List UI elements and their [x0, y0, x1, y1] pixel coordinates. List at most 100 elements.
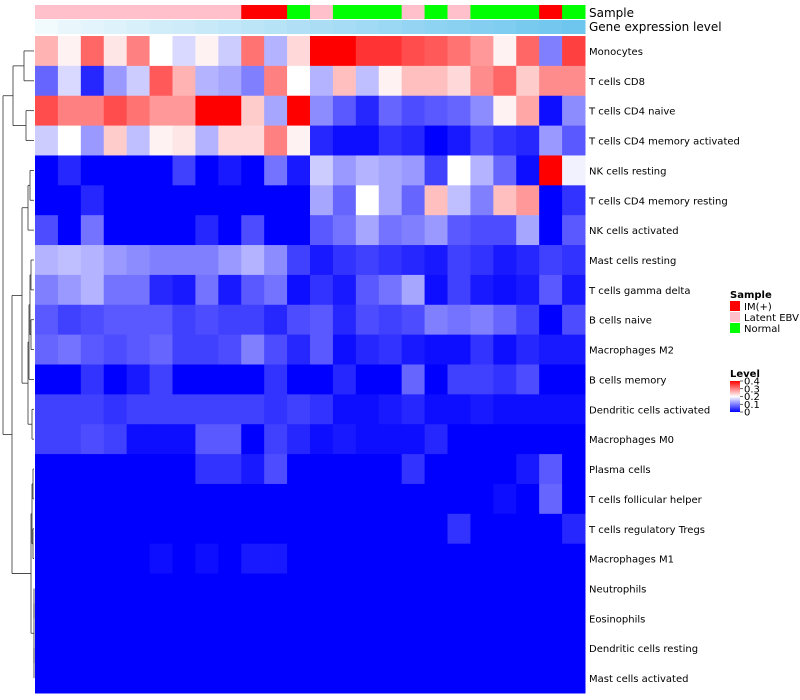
heatmap-cell [516, 603, 540, 634]
heatmap-cell [493, 603, 517, 634]
heatmap-cell [424, 95, 448, 127]
heatmap-cell [172, 364, 196, 395]
heatmap-cell [355, 454, 380, 485]
heatmap-cell [149, 274, 173, 306]
heatmap-cell [493, 364, 517, 395]
heatmap-cell [103, 36, 128, 67]
heatmap-cell [310, 364, 334, 395]
heatmap-cell [355, 394, 380, 425]
heatmap-cell [332, 95, 357, 127]
heatmap-cell [470, 65, 494, 97]
heatmap-cell [539, 155, 563, 186]
heatmap-cell [172, 483, 196, 515]
heatmap-cell [57, 185, 82, 216]
heatmap-cell [470, 364, 494, 395]
heatmap-cell [57, 274, 82, 306]
sample-annotation-cell [447, 5, 471, 19]
heatmap-cell [493, 274, 517, 306]
heatmap-cell [401, 394, 426, 425]
heatmap-cell [355, 424, 380, 455]
heatmap-cell [149, 125, 173, 156]
heatmap-cell [264, 633, 288, 664]
sample-annotation-cell [172, 5, 196, 19]
heatmap-cell [80, 483, 105, 515]
heatmap-cell [493, 663, 517, 694]
heatmap-cell [516, 304, 540, 336]
expression-annotation-cell [241, 20, 265, 34]
heatmap-cell [310, 36, 334, 67]
heatmap-cell [424, 633, 448, 664]
heatmap-cell [493, 36, 517, 67]
heatmap-cell [493, 185, 517, 216]
heatmap-cell [172, 603, 196, 634]
heatmap-cell [287, 304, 311, 336]
heatmap-cell [562, 424, 586, 455]
heatmap-cell [310, 454, 334, 485]
heatmap-cell [378, 424, 403, 455]
heatmap-cell [103, 65, 128, 97]
heatmap-cell [287, 424, 311, 455]
heatmap-cell [401, 543, 426, 575]
heatmap-cell [103, 125, 128, 156]
heatmap-cell [57, 483, 82, 515]
heatmap-cell [195, 454, 219, 485]
expression-annotation-cell [470, 20, 494, 34]
heatmap-cell [126, 304, 151, 336]
heatmap-cell [539, 394, 563, 425]
heatmap-cell [378, 364, 403, 395]
heatmap-cell [57, 513, 82, 545]
heatmap-cell [149, 454, 173, 485]
sample-annotation-cell [562, 5, 586, 19]
heatmap-cell [35, 334, 59, 365]
heatmap-cell [195, 573, 219, 604]
heatmap-cell [401, 274, 426, 306]
heatmap-cell [355, 36, 380, 67]
heatmap-cell [447, 543, 471, 575]
heatmap-cell [35, 215, 59, 246]
heatmap-cell [378, 245, 403, 276]
heatmap-cell [378, 663, 403, 694]
heatmap-cell [287, 454, 311, 485]
heatmap-cell [149, 394, 173, 425]
heatmap-cell [539, 274, 563, 306]
heatmap-cell [149, 155, 173, 186]
heatmap-cell [401, 364, 426, 395]
heatmap-cell [149, 334, 173, 365]
heatmap-cell [218, 245, 242, 276]
heatmap-cell [539, 334, 563, 365]
sample-annotation-cell [470, 5, 494, 19]
heatmap-cell [562, 245, 586, 276]
heatmap-cell [218, 513, 242, 545]
row-label: Mast cells resting [589, 256, 676, 267]
sample-annotation-cell [149, 5, 173, 19]
heatmap-cell [103, 663, 128, 694]
heatmap-cell [149, 245, 173, 276]
legend-level-tick-label: 0 [744, 408, 750, 419]
heatmap-cell [401, 155, 426, 186]
row-label: T cells gamma delta [588, 286, 690, 297]
heatmap-cell [378, 334, 403, 365]
heatmap-cell [516, 245, 540, 276]
heatmap-cell [355, 573, 380, 604]
heatmap-cell [470, 633, 494, 664]
heatmap-cell [493, 424, 517, 455]
heatmap-cell [149, 603, 173, 634]
heatmap-cell [80, 394, 105, 425]
heatmap-cell [539, 633, 563, 664]
heatmap-cell [172, 454, 196, 485]
heatmap-cell [241, 513, 265, 545]
heatmap-cell [447, 215, 471, 246]
sample-annotation-cell [126, 5, 151, 19]
heatmap-cell [241, 125, 265, 156]
heatmap-cell [355, 125, 380, 156]
heatmap-cell [539, 543, 563, 575]
heatmap-cell [562, 334, 586, 365]
heatmap-cell [80, 573, 105, 604]
heatmap-cell [195, 394, 219, 425]
legend-level-tick-label: 0.3 [744, 384, 760, 395]
heatmap-cell [172, 394, 196, 425]
heatmap-cell [310, 155, 334, 186]
heatmap-cell [103, 603, 128, 634]
heatmap-cell [516, 334, 540, 365]
row-label: T cells CD4 memory resting [588, 196, 728, 207]
